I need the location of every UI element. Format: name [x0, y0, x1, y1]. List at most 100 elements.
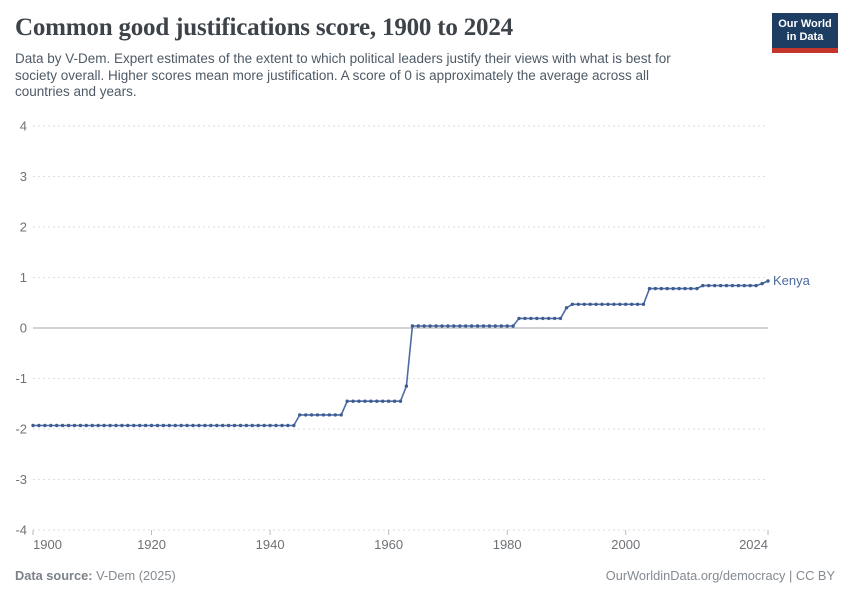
data-point[interactable]	[363, 399, 367, 403]
data-point[interactable]	[381, 399, 385, 403]
data-point[interactable]	[369, 399, 373, 403]
data-point[interactable]	[511, 324, 515, 328]
data-point[interactable]	[120, 423, 124, 428]
data-point[interactable]	[416, 324, 420, 328]
data-point[interactable]	[434, 324, 438, 328]
data-point[interactable]	[173, 423, 177, 428]
data-point[interactable]	[398, 399, 403, 403]
data-point[interactable]	[410, 324, 415, 328]
data-point[interactable]	[114, 423, 118, 428]
data-point[interactable]	[647, 286, 652, 291]
data-point[interactable]	[659, 286, 663, 291]
data-point[interactable]	[90, 423, 95, 428]
data-point[interactable]	[96, 423, 100, 428]
data-point[interactable]	[529, 316, 533, 321]
data-point[interactable]	[60, 423, 65, 428]
data-point[interactable]	[126, 423, 130, 428]
data-point[interactable]	[671, 286, 675, 291]
data-point[interactable]	[274, 423, 278, 428]
data-point[interactable]	[742, 283, 746, 288]
data-point[interactable]	[203, 423, 207, 428]
data-point[interactable]	[481, 324, 486, 328]
data-point[interactable]	[493, 324, 497, 328]
owid-logo[interactable]: Our World in Data	[772, 13, 838, 53]
data-point[interactable]	[250, 423, 254, 428]
data-point[interactable]	[665, 286, 669, 291]
data-point[interactable]	[185, 423, 189, 428]
data-point[interactable]	[197, 423, 201, 428]
data-point[interactable]	[386, 399, 391, 403]
data-point[interactable]	[167, 423, 171, 428]
data-point[interactable]	[292, 423, 296, 428]
data-point[interactable]	[221, 423, 225, 428]
data-point[interactable]	[600, 302, 604, 306]
data-point[interactable]	[280, 423, 284, 428]
data-point[interactable]	[357, 399, 361, 403]
data-point[interactable]	[72, 423, 77, 428]
data-point[interactable]	[315, 413, 320, 417]
data-point[interactable]	[262, 423, 266, 428]
data-point[interactable]	[333, 413, 337, 417]
data-point[interactable]	[713, 283, 717, 288]
data-point[interactable]	[707, 283, 711, 288]
data-point[interactable]	[505, 324, 509, 328]
data-point[interactable]	[422, 324, 426, 328]
data-point[interactable]	[730, 283, 735, 288]
data-point[interactable]	[594, 302, 598, 306]
data-point[interactable]	[535, 316, 539, 321]
data-point[interactable]	[558, 316, 563, 321]
data-point[interactable]	[653, 286, 658, 291]
data-point[interactable]	[641, 302, 646, 306]
data-point[interactable]	[724, 283, 729, 288]
data-point[interactable]	[487, 324, 492, 328]
data-point[interactable]	[339, 413, 343, 417]
data-point[interactable]	[440, 324, 444, 328]
data-point[interactable]	[475, 324, 480, 328]
data-point[interactable]	[327, 413, 332, 417]
data-point[interactable]	[155, 423, 160, 428]
data-point[interactable]	[226, 423, 231, 428]
data-point[interactable]	[351, 399, 355, 403]
data-point[interactable]	[102, 423, 106, 428]
data-point[interactable]	[143, 423, 148, 428]
data-point[interactable]	[268, 423, 272, 428]
data-point[interactable]	[552, 316, 557, 321]
data-point[interactable]	[618, 302, 622, 306]
data-point[interactable]	[108, 423, 112, 428]
data-point[interactable]	[392, 399, 397, 403]
data-point[interactable]	[760, 281, 764, 286]
data-point[interactable]	[138, 423, 142, 428]
data-point[interactable]	[232, 423, 237, 428]
data-point[interactable]	[564, 306, 569, 310]
license-note[interactable]: OurWorldinData.org/democracy | CC BY	[605, 568, 835, 583]
data-point[interactable]	[244, 423, 249, 428]
data-point[interactable]	[469, 324, 474, 328]
data-point[interactable]	[286, 423, 290, 428]
data-point[interactable]	[588, 302, 592, 306]
data-point[interactable]	[215, 423, 219, 428]
data-point[interactable]	[541, 316, 545, 321]
data-point[interactable]	[256, 423, 260, 428]
data-point[interactable]	[630, 302, 634, 306]
data-point[interactable]	[55, 423, 59, 428]
data-point[interactable]	[446, 324, 450, 328]
data-point[interactable]	[523, 316, 527, 321]
series-label-kenya[interactable]: Kenya	[773, 273, 811, 288]
data-point[interactable]	[576, 302, 580, 306]
data-point[interactable]	[304, 413, 308, 417]
data-point[interactable]	[238, 423, 243, 428]
data-point[interactable]	[345, 399, 349, 403]
data-point[interactable]	[309, 413, 314, 417]
data-point[interactable]	[428, 324, 432, 328]
data-point[interactable]	[582, 302, 586, 306]
data-point[interactable]	[464, 324, 468, 328]
data-point[interactable]	[37, 423, 41, 428]
data-point[interactable]	[748, 283, 752, 288]
data-point[interactable]	[31, 423, 35, 428]
data-point[interactable]	[375, 399, 379, 403]
data-point[interactable]	[547, 316, 551, 321]
data-point[interactable]	[683, 286, 687, 291]
data-point[interactable]	[689, 286, 693, 291]
data-point[interactable]	[701, 283, 705, 288]
data-point[interactable]	[606, 302, 610, 306]
